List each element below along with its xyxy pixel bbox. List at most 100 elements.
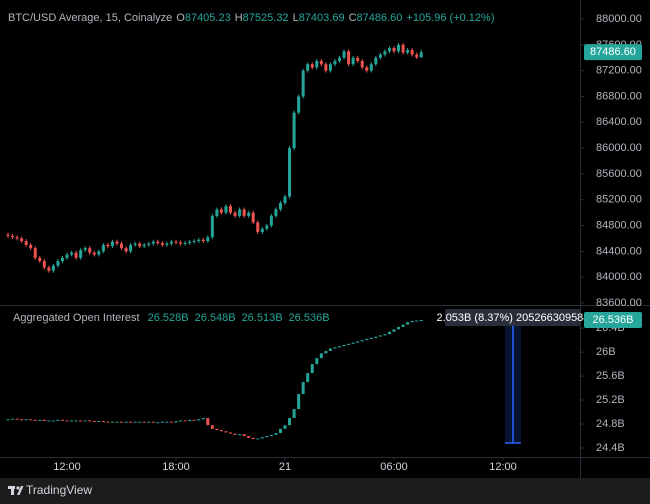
legend-key: O [176,12,185,24]
oi-candle [247,436,251,438]
oi-candle [265,436,269,438]
measure-tooltip [444,309,581,326]
candle-body [156,241,160,243]
candle-body [88,248,92,253]
candle-body [147,243,151,245]
oi-candle [142,421,146,423]
oi-candle [215,428,219,431]
candle-body [342,51,346,58]
oi-candle [342,344,346,347]
oi-candle [47,420,51,422]
oi-candle [392,329,396,332]
candle-body [260,228,264,233]
y-tick-label: 86800.00 [596,90,642,102]
oi-candle [160,421,164,423]
last-price-label: 87486.60 [590,46,636,58]
legend-value: 87525.32 [243,12,289,24]
oi-candle [351,342,355,344]
candle-body [51,265,55,271]
oi-candle [301,382,305,395]
candle-body [310,64,314,68]
candle-body [24,241,28,245]
candle-body [378,54,382,58]
y-tick-label: 84000.00 [596,271,642,283]
legend-value: 26.528B [148,312,189,324]
candle-body [197,239,201,242]
change: +105.96 (+0.12%) [406,12,494,24]
x-tick-label: 18:00 [162,461,190,473]
oi-candle [347,343,351,345]
candle-body [229,206,233,213]
candle-body [306,64,310,71]
oi-candle [11,418,15,420]
x-tick-label: 21 [279,461,291,473]
candle-body [56,261,60,266]
oi-candle [306,373,310,383]
oi-candle [101,421,105,423]
last-price-box [584,44,642,61]
oi-candle [97,421,101,423]
candle-body [224,206,228,213]
oi-legend: Aggregated Open Interest 26.528B 26.548B 26… [13,312,330,324]
candle-body [256,222,260,233]
oi-candle [337,346,341,348]
price-axis [581,0,650,457]
candle-body [6,234,10,236]
candle-body [392,48,396,52]
oi-candle [110,421,114,423]
oi-candle [115,421,119,423]
candle-body [238,209,242,216]
oi-candle [242,434,246,437]
candle-body [337,57,341,61]
candle-body [183,242,187,244]
oi-candle [174,421,178,423]
y-tick-label: 86000.00 [596,142,642,154]
oi-candle [406,322,410,325]
legend-value: 87405.23 [185,12,231,24]
oi-candle [129,421,133,423]
marks: 12:0018:002106:0012:0088000.0087600.0087… [6,13,642,473]
oi-candle [297,394,301,410]
candle-body [292,112,296,149]
candle-body [365,67,369,71]
oi-candle [51,420,55,422]
oi-candle [274,433,278,435]
oi-pane [0,306,580,457]
oi-candle [238,434,242,436]
candle-body [319,60,323,65]
candle-body [274,209,278,216]
candle-body [206,237,210,242]
candle-body [110,241,114,247]
y-tick-label: 84400.00 [596,245,642,257]
oi-candle [165,421,169,423]
y-tick-label: 26B [596,346,616,358]
candle-body [269,215,273,226]
candle-body [192,241,196,243]
oi-candle [106,421,110,423]
oi-candle [124,421,128,423]
oi-candle [38,419,42,421]
y-tick-label: 87200.00 [596,65,642,77]
legend-key: H [235,12,243,24]
oi-candle [6,419,10,421]
y-tick-label: 25.2B [596,394,625,406]
candle-body [15,237,19,239]
oi-candle [397,326,401,330]
candle-body [265,225,269,229]
x-tick-label: 12:00 [53,461,81,473]
candle-body [242,209,246,216]
last-price-box [584,312,642,329]
candle-body [138,243,142,247]
oi-candle [147,421,151,423]
candle-body [65,254,69,258]
candle-body [83,248,87,251]
candle-body [410,50,414,55]
oi-candle [310,364,314,374]
oi-candle [20,419,24,421]
candle-body [74,252,78,258]
candle-body [387,48,391,52]
x-tick-label: 12:00 [489,461,517,473]
oi-candle [29,419,33,421]
oi-candle [192,419,196,421]
candle-body [215,209,219,216]
